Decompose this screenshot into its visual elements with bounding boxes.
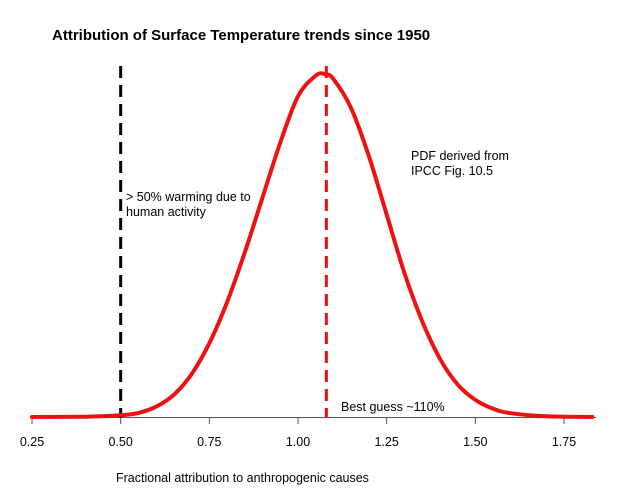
chart-title: Attribution of Surface Temperature trend… — [52, 27, 430, 44]
x-tick-label: 1.00 — [286, 435, 310, 449]
x-tick-label: 0.25 — [20, 435, 44, 449]
pdf-curve — [30, 71, 595, 419]
threshold-annotation-line2: human activity — [126, 205, 207, 219]
source-annotation-line1: PDF derived from — [411, 149, 509, 163]
x-ticks: 0.25 0.50 0.75 1.00 1.25 1.50 1.75 — [20, 417, 576, 449]
x-tick-label: 1.25 — [374, 435, 398, 449]
source-annotation-line2: IPCC Fig. 10.5 — [411, 164, 493, 178]
x-tick-label: 0.75 — [197, 435, 221, 449]
threshold-annotation-line1: > 50% warming due to — [126, 190, 251, 204]
x-axis-label: Fractional attribution to anthropogenic … — [116, 471, 369, 485]
x-tick-label: 1.50 — [463, 435, 487, 449]
reference-lines — [119, 66, 328, 418]
x-tick-label: 0.50 — [108, 435, 132, 449]
best-guess-annotation: Best guess ~110% — [341, 400, 445, 414]
x-tick-label: 1.75 — [552, 435, 576, 449]
